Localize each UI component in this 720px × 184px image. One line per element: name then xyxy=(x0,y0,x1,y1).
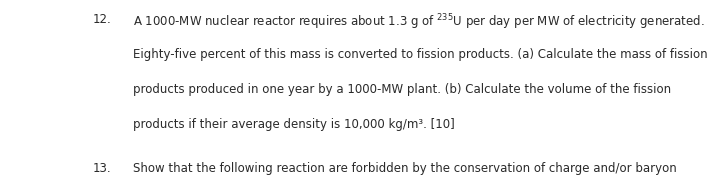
Text: 12.: 12. xyxy=(93,13,112,26)
Text: Eighty-five percent of this mass is converted to fission products. (a) Calculate: Eighty-five percent of this mass is conv… xyxy=(133,48,708,61)
Text: products produced in one year by a 1000-MW plant. (b) Calculate the volume of th: products produced in one year by a 1000-… xyxy=(133,83,671,96)
Text: A 1000-MW nuclear reactor requires about 1.3 g of $^{235}$U per day per MW of el: A 1000-MW nuclear reactor requires about… xyxy=(133,13,705,33)
Text: products if their average density is 10,000 kg/m³. [10]: products if their average density is 10,… xyxy=(133,118,455,131)
Text: 13.: 13. xyxy=(93,162,112,175)
Text: Show that the following reaction are forbidden by the conservation of charge and: Show that the following reaction are for… xyxy=(133,162,677,175)
